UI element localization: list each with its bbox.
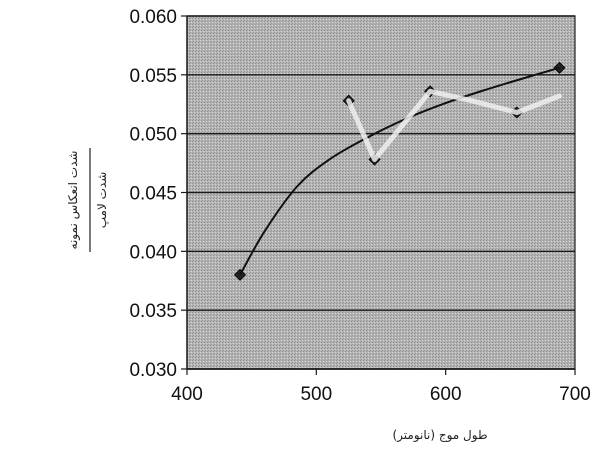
y-tick-labels: 0.030 0.035 0.040 0.045 0.050 0.055 0.060 — [129, 7, 177, 381]
x-tick-label: 400 — [171, 384, 203, 405]
x-tick-labels: 400 500 600 700 — [171, 384, 591, 405]
y-tick-label: 0.050 — [129, 125, 177, 146]
x-tick-label: 600 — [430, 384, 462, 405]
y-tick-label: 0.060 — [129, 7, 177, 28]
y-tick-label: 0.040 — [129, 242, 177, 263]
y-tick-label: 0.055 — [129, 66, 177, 87]
data-point — [553, 61, 566, 74]
y-axis-label: شدت انعکاس نمونه شدت لامپ — [66, 148, 109, 252]
y-tick-label: 0.045 — [129, 184, 177, 205]
y-axis-label-numerator: شدت انعکاس نمونه — [66, 151, 81, 250]
x-tick-label: 500 — [300, 384, 332, 405]
y-tick-label: 0.030 — [129, 360, 177, 381]
fit-curve — [239, 66, 560, 276]
y-tick-label: 0.035 — [129, 301, 177, 322]
light-trace-line — [346, 88, 562, 163]
gridlines — [181, 15, 576, 375]
y-axis-label-denominator: شدت لامپ — [95, 172, 109, 229]
x-axis-label: طول موج (نانومتر) — [392, 428, 487, 443]
series-layer — [233, 61, 566, 281]
x-tick-label: 700 — [559, 384, 591, 405]
data-point — [233, 268, 247, 281]
